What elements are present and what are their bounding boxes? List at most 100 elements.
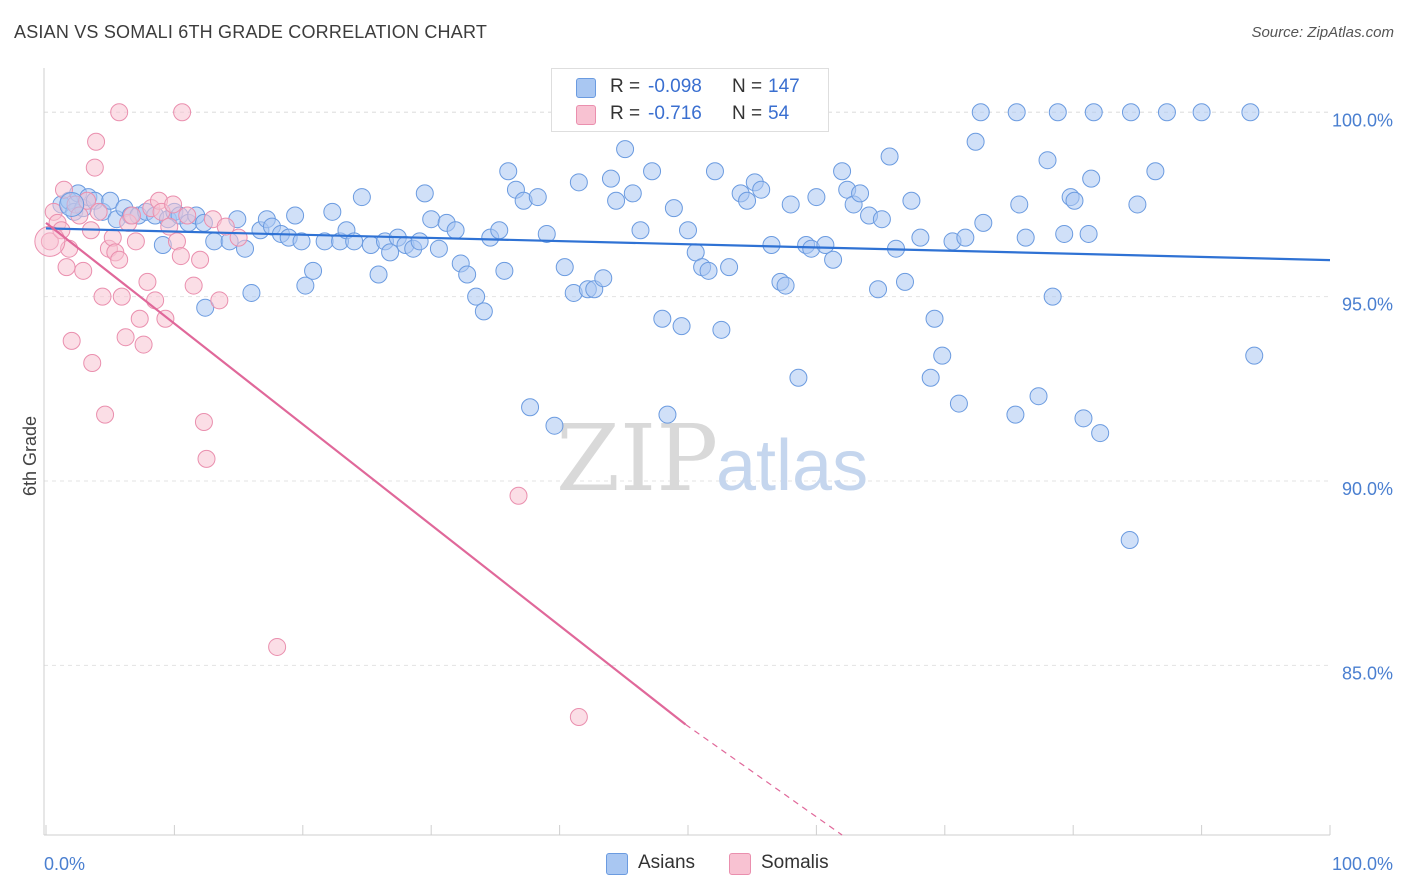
data-point-somalis — [569, 708, 588, 726]
data-point-asians — [869, 280, 888, 299]
data-point-asians — [528, 188, 547, 207]
data-point-asians — [1082, 169, 1101, 188]
data-point-asians — [381, 243, 400, 262]
data-point-somalis — [167, 232, 186, 251]
data-point-asians — [664, 199, 683, 218]
trend-line-somalis — [45, 222, 687, 726]
data-point-asians — [974, 213, 993, 232]
data-point-asians — [699, 261, 718, 280]
data-point-somalis — [194, 413, 213, 431]
data-point-somalis — [138, 272, 157, 291]
data-point-somalis — [103, 228, 122, 247]
data-point-asians — [415, 184, 434, 203]
data-point-asians — [833, 162, 852, 181]
data-point-asians — [1055, 224, 1074, 243]
data-point-somalis — [112, 287, 131, 306]
data-point-somalis — [191, 250, 210, 269]
trend-line-asians — [45, 227, 1331, 262]
data-point-asians — [658, 405, 677, 424]
gridlines — [44, 111, 1330, 666]
data-point-asians — [949, 394, 968, 413]
data-point-asians — [1245, 346, 1264, 365]
data-point-somalis — [34, 225, 66, 257]
data-point-asians — [872, 210, 891, 229]
data-point-somalis — [130, 309, 149, 328]
data-point-asians — [242, 283, 261, 302]
watermark-zip: ZIP — [556, 405, 718, 512]
data-point-asians — [1043, 287, 1062, 306]
data-point-asians — [292, 232, 311, 251]
stats-legend: R = -0.098 N = 147 R = -0.716 N = 54 — [551, 68, 829, 132]
data-point-asians — [196, 298, 215, 317]
data-point-somalis — [509, 486, 528, 505]
data-point-asians — [966, 132, 985, 151]
data-point-somalis — [171, 247, 190, 266]
legend-r-label: R = — [610, 103, 641, 124]
x-tick-label: 100.0% — [1332, 854, 1393, 874]
watermark-atlas: atlas — [716, 426, 868, 506]
data-point-somalis — [62, 331, 81, 350]
data-point-somalis — [57, 258, 76, 277]
data-point-asians — [1029, 387, 1048, 406]
data-point-asians — [1157, 103, 1176, 122]
legend-swatch-asians — [606, 853, 628, 875]
data-point-asians — [789, 368, 808, 387]
data-point-asians — [601, 169, 620, 188]
data-point-somalis — [116, 328, 135, 347]
x-tick-label: 0.0% — [44, 854, 85, 874]
data-point-asians — [429, 239, 448, 258]
data-point-asians — [1007, 103, 1026, 122]
source-label: Source: ZipAtlas.com — [1251, 24, 1394, 41]
legend-r-value: -0.716 — [648, 103, 702, 124]
data-point-asians — [616, 140, 635, 159]
data-points — [34, 103, 1264, 726]
data-point-asians — [594, 269, 613, 288]
data-point-asians — [1074, 409, 1093, 428]
data-point-asians — [631, 221, 650, 240]
data-point-asians — [569, 173, 588, 192]
data-point-somalis — [110, 103, 129, 122]
data-point-asians — [1091, 424, 1110, 443]
data-point-asians — [422, 210, 441, 229]
watermark: ZIP atlas — [556, 405, 868, 512]
data-point-asians — [956, 228, 975, 247]
data-point-asians — [705, 162, 724, 181]
data-point-somalis — [164, 195, 183, 214]
data-point-asians — [824, 250, 843, 269]
y-tick-label: 90.0% — [1342, 479, 1393, 499]
data-point-somalis — [85, 158, 104, 177]
data-point-asians — [495, 261, 514, 280]
data-point-somalis — [197, 449, 216, 468]
data-point-somalis — [134, 335, 153, 354]
legend-n-value: 54 — [768, 103, 790, 124]
data-point-asians — [1010, 195, 1029, 214]
data-point-asians — [458, 265, 477, 284]
data-point-somalis — [123, 206, 142, 225]
data-point-asians — [59, 191, 85, 217]
data-point-asians — [1121, 103, 1140, 122]
legend-swatch-asians — [576, 78, 596, 98]
series-somalis — [40, 103, 588, 726]
data-point-asians — [521, 398, 540, 417]
data-point-somalis — [216, 217, 235, 236]
data-point-asians — [971, 103, 990, 122]
data-point-somalis — [87, 132, 106, 151]
legend-label-somalis: Somalis — [761, 852, 829, 873]
data-point-asians — [921, 368, 940, 387]
data-point-asians — [1084, 103, 1103, 122]
data-point-asians — [623, 184, 642, 203]
data-point-asians — [1065, 191, 1084, 210]
data-point-asians — [653, 309, 672, 328]
data-point-somalis — [229, 228, 248, 247]
data-point-asians — [933, 346, 952, 365]
data-point-asians — [1241, 103, 1260, 122]
data-point-somalis — [52, 221, 71, 240]
data-point-asians — [499, 162, 518, 181]
axes — [43, 68, 1331, 836]
legend-r-label: R = — [610, 76, 641, 97]
data-point-asians — [205, 232, 224, 251]
data-point-asians — [902, 191, 921, 210]
data-point-asians — [1038, 151, 1057, 170]
data-point-asians — [1006, 405, 1025, 424]
legend-swatch-somalis — [576, 105, 596, 125]
